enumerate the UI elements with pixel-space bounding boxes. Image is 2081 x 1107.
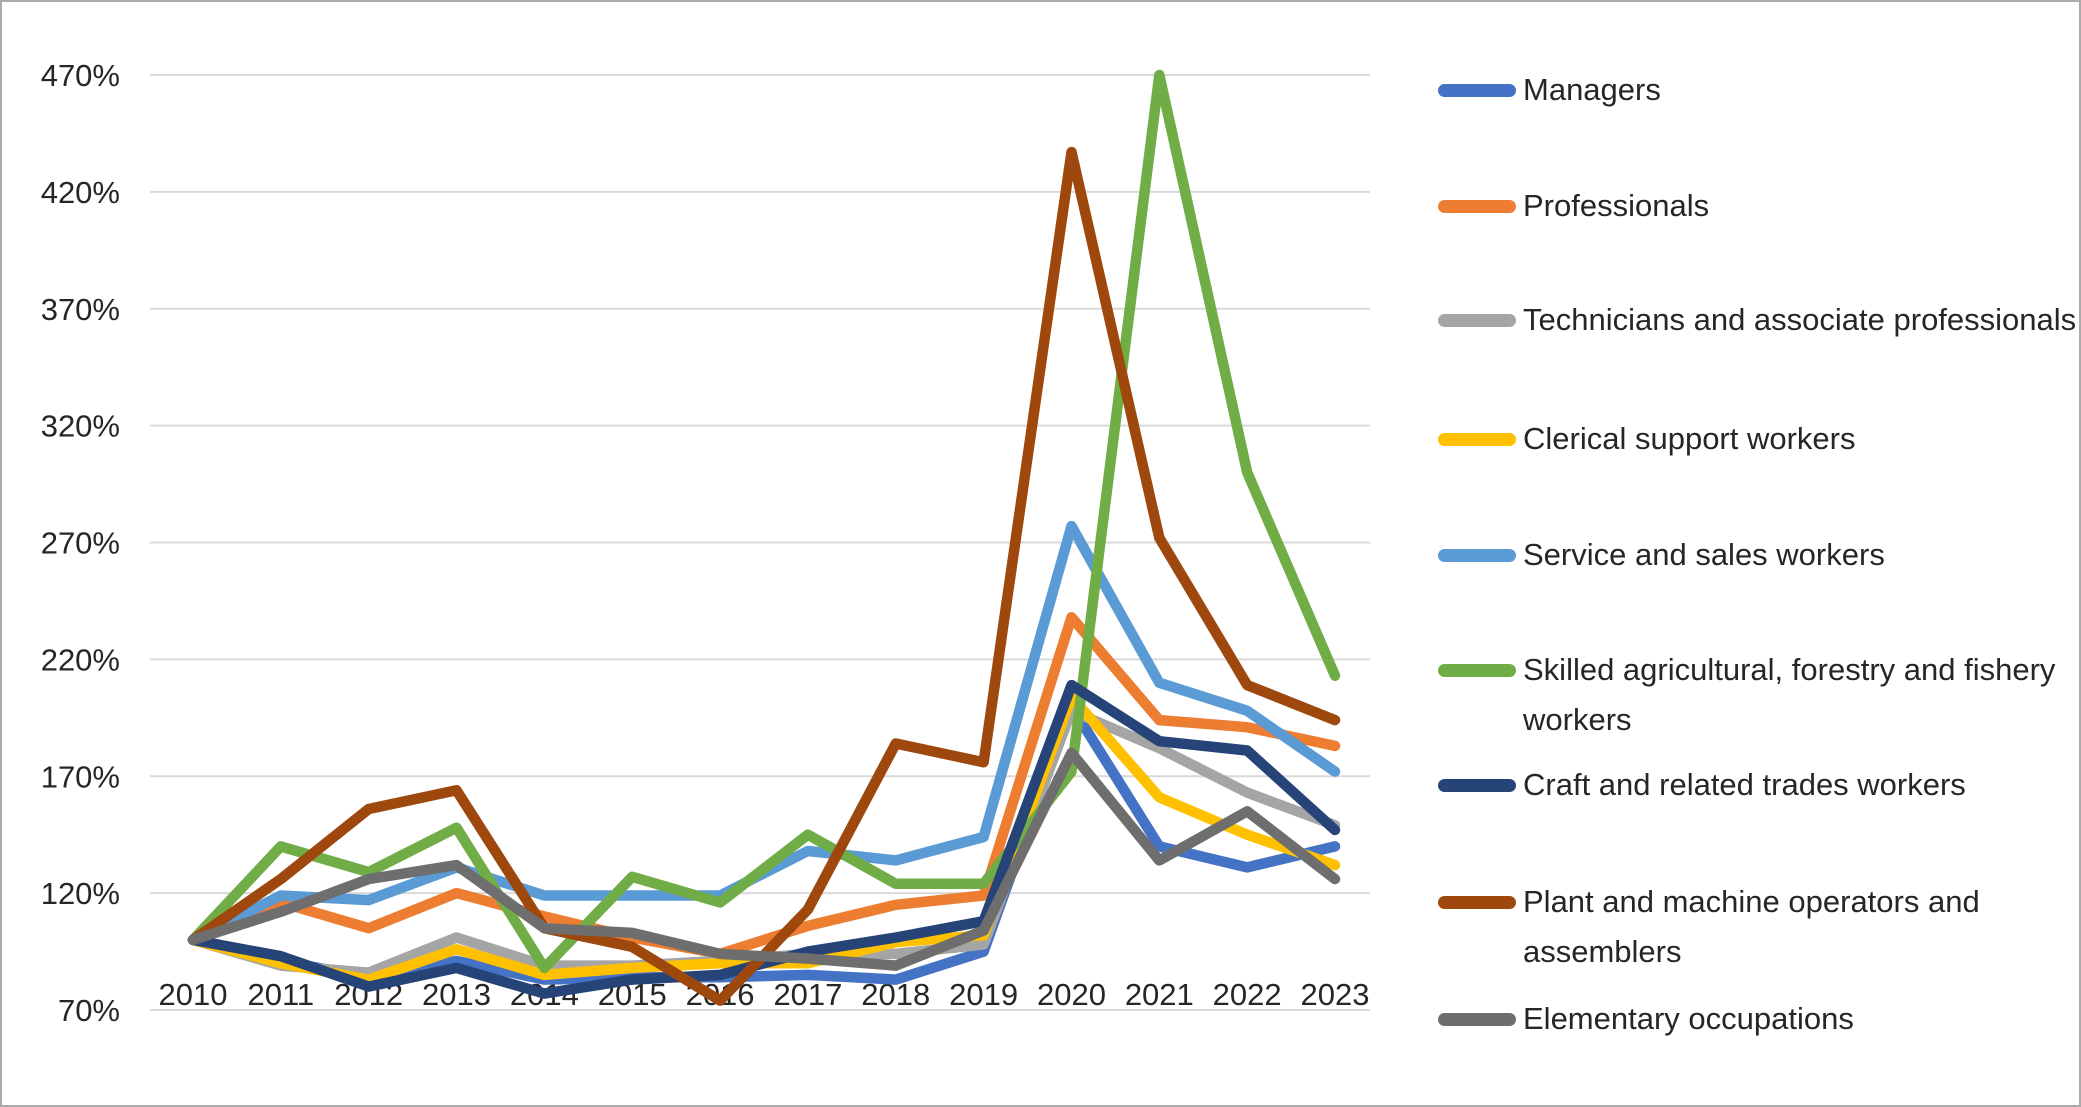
- y-tick-label: 420%: [41, 175, 120, 210]
- x-tick-label: 2021: [1125, 977, 1194, 1012]
- x-tick-label: 2019: [949, 977, 1018, 1012]
- series-line-elementary-occupations: [187, 747, 1341, 971]
- y-tick-label: 70%: [58, 993, 120, 1028]
- x-tick-label: 2023: [1301, 977, 1370, 1012]
- y-tick-label: 170%: [41, 759, 120, 794]
- x-tick-label: 2013: [422, 977, 491, 1012]
- series-line-professionals: [187, 612, 1341, 960]
- x-tick-label: 2010: [159, 977, 228, 1012]
- x-tick-label: 2011: [248, 977, 315, 1012]
- series-line-technicians-and-associate-professionals: [187, 705, 1341, 978]
- series-line-craft-and-related-trades-workers: [187, 679, 1341, 999]
- y-tick-label: 320%: [41, 409, 120, 444]
- y-tick-label: 120%: [41, 876, 120, 911]
- series-line-skilled-agricultural-forestry-and-fishery-workers: [187, 69, 1341, 974]
- x-tick-label: 2022: [1213, 977, 1282, 1012]
- y-tick-label: 270%: [41, 526, 120, 561]
- y-tick-label: 370%: [41, 292, 120, 327]
- x-tick-label: 2020: [1037, 977, 1106, 1012]
- x-tick-label: 2017: [773, 977, 842, 1012]
- y-tick-label: 470%: [41, 58, 120, 93]
- y-tick-label: 220%: [41, 642, 120, 677]
